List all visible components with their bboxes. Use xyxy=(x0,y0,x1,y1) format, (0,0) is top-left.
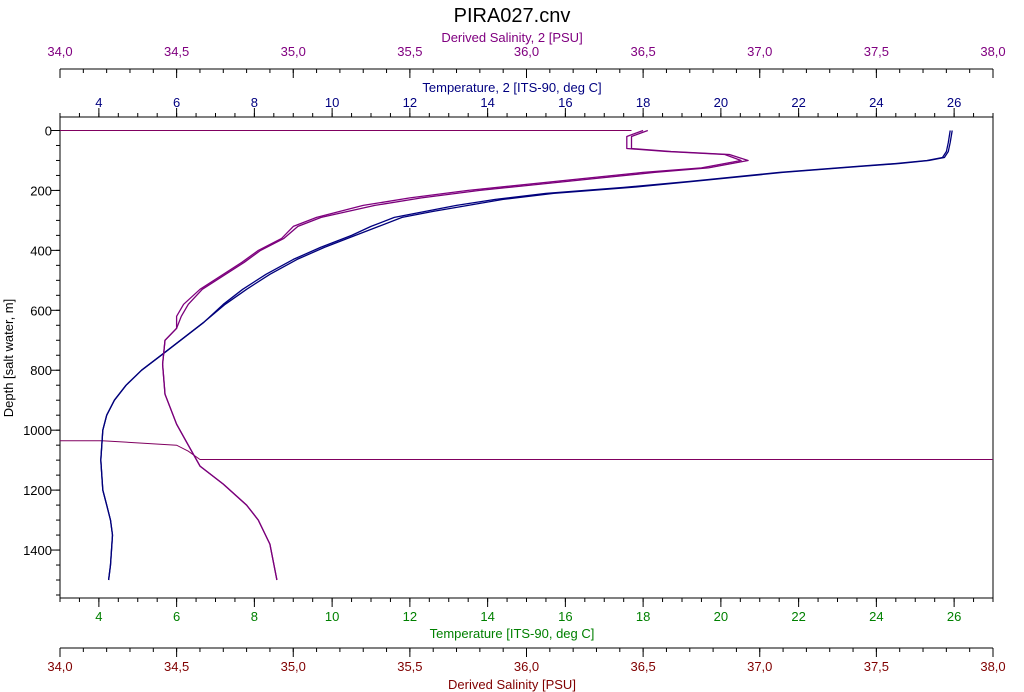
tick-label-sal: 37,0 xyxy=(747,659,772,674)
tick-label-temp2: 8 xyxy=(251,95,258,110)
tick-label-temp: 6 xyxy=(173,609,180,624)
tick-label-depth: 600 xyxy=(30,303,52,318)
tick-label-temp2: 20 xyxy=(714,95,728,110)
series-line-sal xyxy=(161,129,749,581)
tick-label-temp: 8 xyxy=(251,609,258,624)
tick-label-depth: 1400 xyxy=(23,543,52,558)
tick-label-sal2: 34,0 xyxy=(47,44,72,59)
tick-label-sal: 36,0 xyxy=(514,659,539,674)
tick-label-sal: 36,5 xyxy=(630,659,655,674)
series-layer xyxy=(60,129,993,581)
tick-label-depth: 400 xyxy=(30,243,52,258)
series-line-temp xyxy=(100,130,953,581)
chart-title: PIRA027.cnv xyxy=(454,5,571,27)
tick-label-sal2: 34,5 xyxy=(164,44,189,59)
tick-label-temp2: 26 xyxy=(947,95,961,110)
tick-label-sal: 37,5 xyxy=(864,659,889,674)
tick-label-temp: 24 xyxy=(869,609,883,624)
axis-label-temp: Temperature [ITS-90, deg C] xyxy=(430,626,595,641)
tick-label-temp: 20 xyxy=(714,609,728,624)
tick-label-temp2: 12 xyxy=(403,95,417,110)
tick-label-temp2: 22 xyxy=(791,95,805,110)
axes-layer: 34,0 34,5 35,0 35,5 36,0 36,5 37,0 37,5 38,0 Deri… xyxy=(23,30,1006,692)
tick-label-temp: 26 xyxy=(947,609,961,624)
tick-label-temp: 4 xyxy=(95,609,102,624)
tick-label-temp: 22 xyxy=(791,609,805,624)
tick-label-depth: 0 xyxy=(45,123,52,138)
tick-label-temp: 10 xyxy=(325,609,339,624)
tick-label-temp2: 6 xyxy=(173,95,180,110)
tick-label-sal2: 35,5 xyxy=(397,44,422,59)
tick-label-sal: 34,5 xyxy=(164,659,189,674)
tick-label-temp: 18 xyxy=(636,609,650,624)
tick-label-temp2: 18 xyxy=(636,95,650,110)
tick-label-temp2: 16 xyxy=(558,95,572,110)
axis-label-sal: Derived Salinity [PSU] xyxy=(448,677,576,692)
tick-label-temp2: 4 xyxy=(95,95,102,110)
axis-label-sal2: Derived Salinity, 2 [PSU] xyxy=(441,30,582,45)
y-axis-label: Depth [salt water, m] xyxy=(1,299,16,418)
reference-line-1 xyxy=(60,440,993,460)
tick-label-sal2: 37,5 xyxy=(864,44,889,59)
tick-label-depth: 1200 xyxy=(23,483,52,498)
plot-area xyxy=(59,116,994,599)
tick-label-sal2: 38,0 xyxy=(980,44,1005,59)
tick-label-sal2: 36,5 xyxy=(630,44,655,59)
tick-label-depth: 800 xyxy=(30,363,52,378)
tick-label-sal: 38,0 xyxy=(980,659,1005,674)
tick-label-depth: 200 xyxy=(30,183,52,198)
tick-label-temp2: 10 xyxy=(325,95,339,110)
tick-label-sal: 35,0 xyxy=(281,659,306,674)
tick-label-sal: 34,0 xyxy=(47,659,72,674)
tick-label-sal: 35,5 xyxy=(397,659,422,674)
tick-label-sal2: 36,0 xyxy=(514,44,539,59)
tick-label-temp2: 24 xyxy=(869,95,883,110)
tick-label-temp: 12 xyxy=(403,609,417,624)
axis-label-temp2: Temperature, 2 [ITS-90, deg C] xyxy=(422,80,601,95)
tick-label-depth: 1000 xyxy=(23,423,52,438)
tick-label-temp: 14 xyxy=(480,609,494,624)
tick-label-temp2: 14 xyxy=(480,95,494,110)
tick-label-sal2: 37,0 xyxy=(747,44,772,59)
tick-label-sal2: 35,0 xyxy=(281,44,306,59)
tick-label-temp: 16 xyxy=(558,609,572,624)
